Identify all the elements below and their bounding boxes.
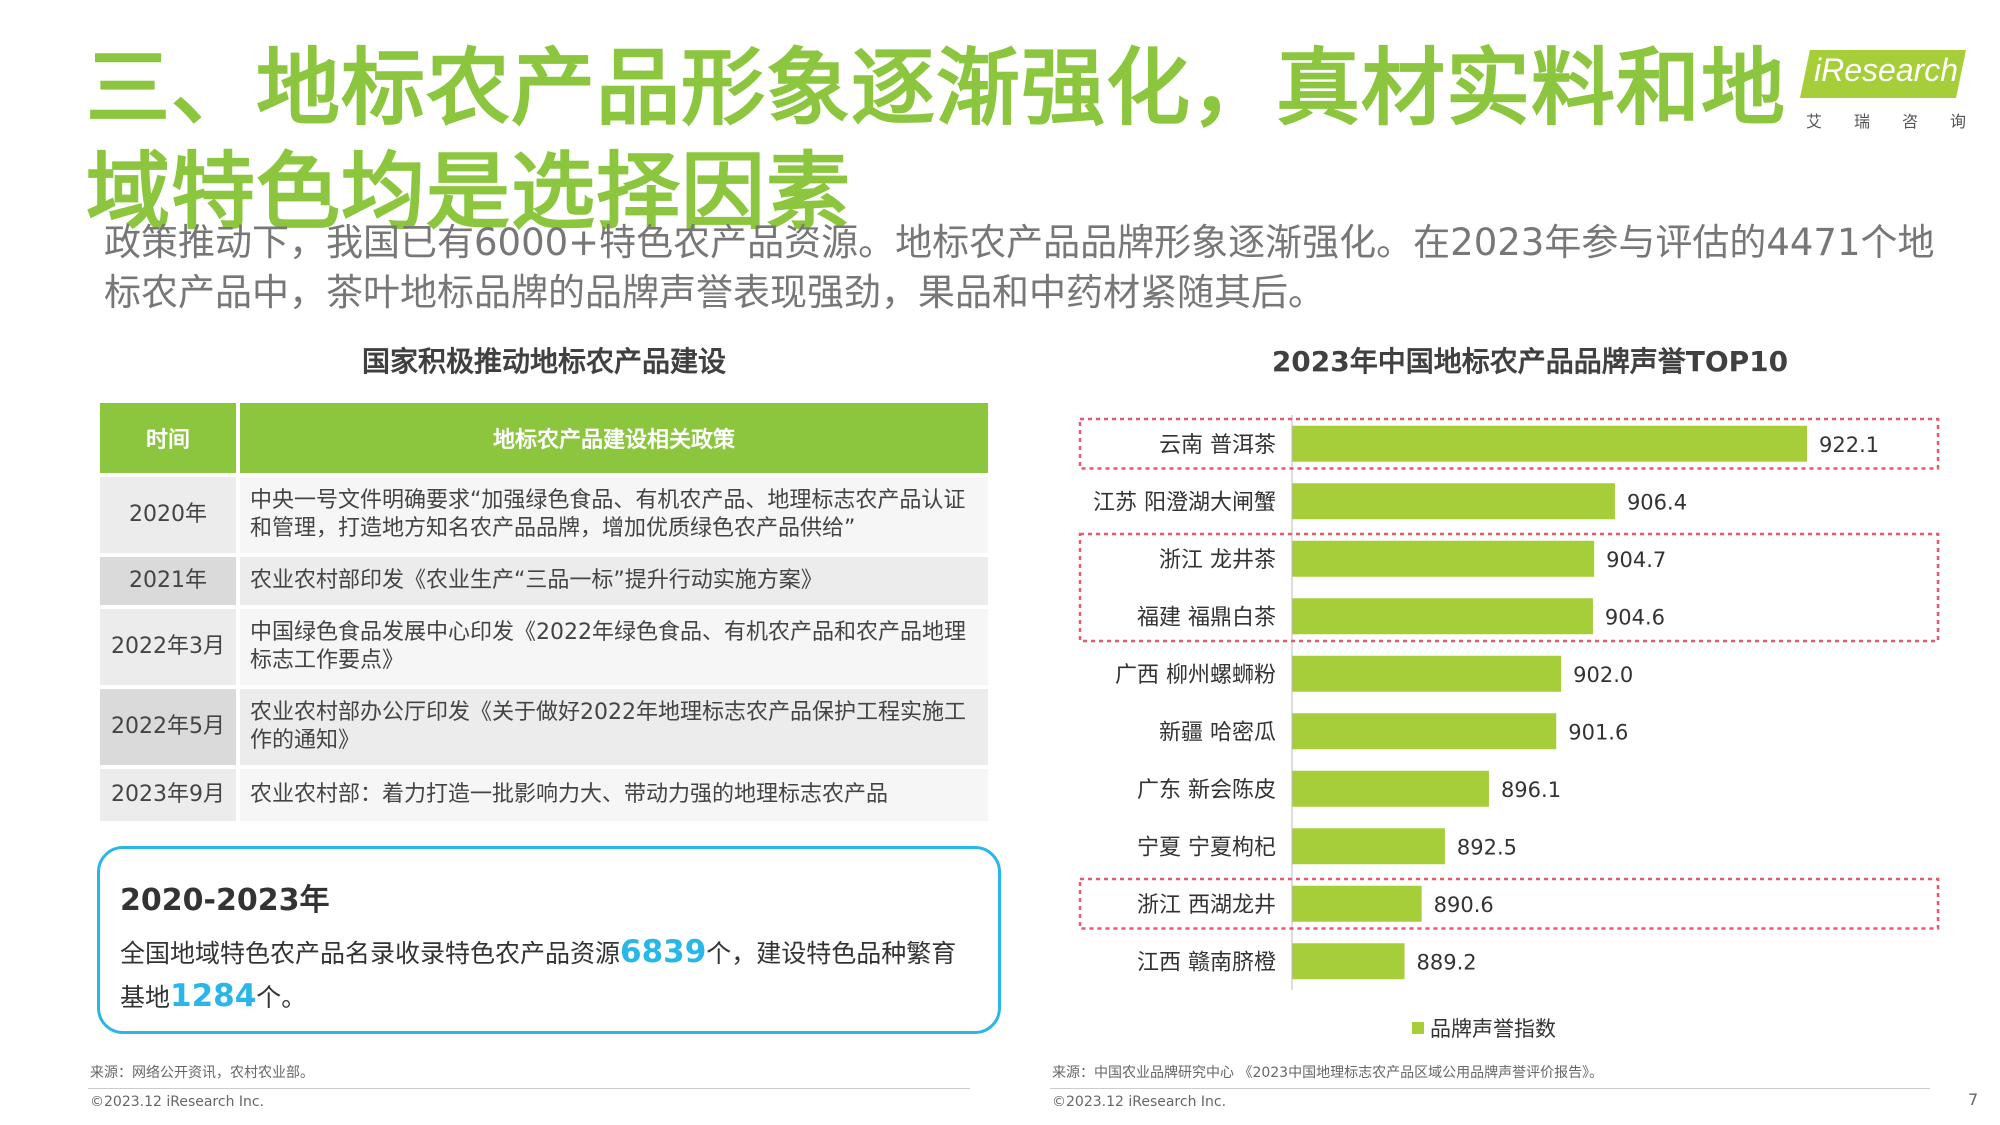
category-label: 宁夏 宁夏枸杞 bbox=[1137, 835, 1276, 860]
row-policy: 农业农村部印发《农业生产“三品一标”提升行动实施方案》 bbox=[238, 553, 988, 607]
value-label: 890.6 bbox=[1434, 893, 1494, 917]
left-section-title: 国家积极推动地标农产品建设 bbox=[361, 345, 726, 378]
category-label: 江苏 阳澄湖大闸蟹 bbox=[1093, 490, 1276, 515]
category-label: 新疆 哈密瓜 bbox=[1159, 720, 1276, 745]
legend-label: 品牌声誉指数 bbox=[1430, 1017, 1556, 1041]
category-label: 福建 福鼎白茶 bbox=[1137, 605, 1276, 630]
page-subtitle: 政策推动下，我国已有6000+特色农产品资源。地标农产品品牌形象逐渐强化。在20… bbox=[104, 221, 1935, 314]
value-label: 902.0 bbox=[1573, 663, 1633, 687]
category-label: 广西 柳州螺蛳粉 bbox=[1115, 663, 1276, 688]
chart-bar bbox=[1292, 598, 1593, 635]
brand-reputation-chart: 云南 普洱茶 922.1 江苏 阳澄湖大闸蟹 906.4 浙江 龙井茶 904.7 福建 福… bbox=[1078, 415, 1940, 990]
row-year: 2022年5月 bbox=[100, 685, 240, 767]
callout-title: 2020-2023年 bbox=[120, 883, 330, 918]
chart-bar bbox=[1292, 885, 1422, 922]
callout-text: 个。 bbox=[256, 983, 307, 1012]
chart-bar bbox=[1292, 713, 1557, 750]
right-copyright: ©2023.12 iResearch Inc. bbox=[1052, 1094, 1227, 1110]
page-title: 三、地标农产品形象逐渐强化，真材实料和地域特色均是选择因素 bbox=[86, 39, 1787, 241]
value-label: 906.4 bbox=[1627, 490, 1687, 514]
summary-callout: 2020-2023年 全国地域特色农产品名录收录特色农产品资源6839个，建设特… bbox=[97, 846, 1001, 1034]
right-source: 来源：中国农业品牌研究中心 《2023中国地理标志农产品区域公用品牌声誉评价报告… bbox=[1052, 1065, 1604, 1081]
table-row: 2022年3月 中国绿色食品发展中心印发《2022年绿色食品、有机农产品和农产品… bbox=[100, 605, 988, 687]
legend-swatch bbox=[1412, 1022, 1424, 1034]
category-label: 云南 普洱茶 bbox=[1159, 433, 1276, 458]
table-row: 2021年 农业农村部印发《农业生产“三品一标”提升行动实施方案》 bbox=[100, 553, 988, 607]
left-copyright: ©2023.12 iResearch Inc. bbox=[90, 1094, 265, 1110]
chart-bar bbox=[1292, 655, 1562, 692]
logo-char: 询 bbox=[1949, 112, 1966, 131]
chart-bar bbox=[1292, 943, 1405, 980]
value-label: 889.2 bbox=[1417, 950, 1477, 974]
category-label: 浙江 西湖龙井 bbox=[1137, 893, 1276, 918]
callout-text: 全国地域特色农产品名录收录特色农产品资源 bbox=[120, 939, 621, 968]
chart-title: 2023年中国地标农产品品牌声誉TOP10 bbox=[1271, 345, 1789, 378]
footer-divider-left bbox=[88, 1088, 970, 1089]
value-label: 904.6 bbox=[1605, 605, 1665, 629]
header-policy: 地标农产品建设相关政策 bbox=[238, 403, 988, 475]
highlight-box bbox=[1078, 417, 1940, 470]
logo-char: 艾 bbox=[1806, 112, 1823, 131]
logo-subtitle: 艾 瑞 咨 询 bbox=[1806, 108, 1966, 132]
row-year: 2022年3月 bbox=[100, 605, 240, 687]
value-label: 901.6 bbox=[1568, 720, 1628, 744]
highlight-box bbox=[1078, 877, 1940, 930]
table-header-row: 时间 地标农产品建设相关政策 bbox=[100, 403, 988, 475]
policy-table: 时间 地标农产品建设相关政策 2020年 中央一号文件明确要求“加强绿色食品、有… bbox=[100, 403, 988, 821]
highlight-box bbox=[1078, 532, 1940, 643]
callout-number: 1284 bbox=[170, 978, 257, 1014]
logo-char: 咨 bbox=[1901, 112, 1918, 131]
row-policy: 农业农村部办公厅印发《关于做好2022年地理标志农产品保护工程实施工作的通知》 bbox=[238, 685, 988, 767]
left-source: 来源：网络公开资讯，农村农业部。 bbox=[90, 1065, 314, 1081]
footer-divider-right bbox=[1050, 1088, 1930, 1089]
row-policy: 农业农村部：着力打造一批影响力大、带动力强的地理标志农产品 bbox=[238, 765, 988, 821]
chart-bar bbox=[1292, 483, 1615, 520]
value-label: 892.5 bbox=[1457, 835, 1517, 859]
header-time: 时间 bbox=[100, 403, 240, 475]
row-policy: 中央一号文件明确要求“加强绿色食品、有机农产品、地理标志农产品认证和管理，打造地… bbox=[238, 473, 988, 555]
logo-badge bbox=[1800, 50, 1966, 98]
chart-legend: 品牌声誉指数 bbox=[1412, 1013, 1556, 1043]
chart-bar bbox=[1292, 425, 1807, 462]
value-label: 922.1 bbox=[1819, 433, 1879, 457]
row-year: 2020年 bbox=[100, 473, 240, 555]
iresearch-logo: iResearch 艾 瑞 咨 询 bbox=[1800, 50, 1970, 140]
row-year: 2023年9月 bbox=[100, 765, 240, 821]
table-row: 2022年5月 农业农村部办公厅印发《关于做好2022年地理标志农产品保护工程实… bbox=[100, 685, 988, 767]
value-label: 896.1 bbox=[1501, 778, 1561, 802]
row-year: 2021年 bbox=[100, 553, 240, 607]
table-row: 2020年 中央一号文件明确要求“加强绿色食品、有机农产品、地理标志农产品认证和… bbox=[100, 473, 988, 555]
callout-text: 个，建设特色品种繁育基地 bbox=[120, 939, 957, 1012]
category-label: 广东 新会陈皮 bbox=[1137, 778, 1276, 803]
callout-body: 全国地域特色农产品名录收录特色农产品资源6839个，建设特色品种繁育基地1284… bbox=[120, 931, 978, 1019]
page-number: 7 bbox=[1968, 1090, 1979, 1109]
table-row: 2023年9月 农业农村部：着力打造一批影响力大、带动力强的地理标志农产品 bbox=[100, 765, 988, 821]
chart-bar bbox=[1292, 770, 1489, 807]
callout-number: 6839 bbox=[620, 934, 707, 970]
value-label: 904.7 bbox=[1606, 548, 1666, 572]
chart-bar bbox=[1292, 828, 1445, 865]
row-policy: 中国绿色食品发展中心印发《2022年绿色食品、有机农产品和农产品地理标志工作要点… bbox=[238, 605, 988, 687]
category-label: 江西 赣南脐橙 bbox=[1137, 950, 1276, 975]
logo-brand: iResearch bbox=[1814, 52, 1959, 88]
chart-bar bbox=[1292, 540, 1595, 577]
category-label: 浙江 龙井茶 bbox=[1159, 548, 1276, 573]
logo-char: 瑞 bbox=[1853, 112, 1870, 131]
